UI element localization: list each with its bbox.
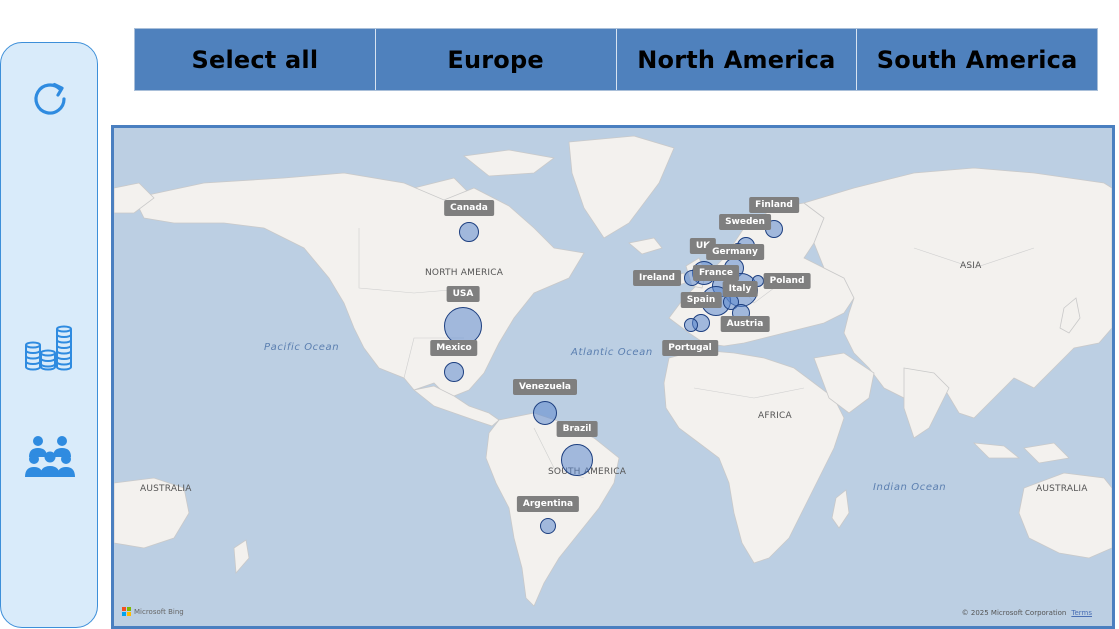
ocean-label-atlantic: Atlantic Ocean: [571, 347, 653, 358]
region-label-asia: ASIA: [960, 261, 982, 271]
tag-venezuela: Venezuela: [513, 379, 577, 395]
tag-italy: Italy: [722, 281, 758, 297]
tag-austria: Austria: [720, 316, 770, 332]
bubble-canada[interactable]: [459, 222, 479, 242]
map-copyright: © 2025 Microsoft Corporation Terms: [962, 609, 1092, 617]
slicer-south-america[interactable]: South America: [857, 29, 1097, 90]
tag-brazil: Brazil: [556, 421, 598, 437]
ocean-label-pacific: Pacific Ocean: [264, 342, 340, 353]
sidebar-panel: [0, 42, 98, 628]
people-group-icon[interactable]: [1, 433, 99, 481]
tag-germany: Germany: [706, 244, 764, 260]
bubble-brazil[interactable]: [561, 444, 593, 476]
region-label-africa: AFRICA: [758, 411, 792, 421]
tag-france: France: [693, 265, 739, 281]
tag-canada: Canada: [444, 200, 494, 216]
slicer-europe[interactable]: Europe: [375, 29, 617, 90]
map-visual[interactable]: NORTH AMERICA SOUTH AMERICA AFRICA ASIA …: [111, 125, 1115, 629]
slicer-north-america[interactable]: North America: [616, 29, 858, 90]
tag-sweden: Sweden: [719, 214, 771, 230]
refresh-icon[interactable]: [1, 75, 99, 123]
bing-attribution: Microsoft Bing: [122, 607, 184, 616]
region-label-australia-left: AUSTRALIA: [140, 484, 192, 494]
tag-portugal: Portugal: [662, 340, 718, 356]
bubble-mexico[interactable]: [444, 362, 464, 382]
microsoft-logo-icon: [122, 607, 131, 616]
tag-argentina: Argentina: [516, 496, 580, 512]
tag-usa: USA: [446, 286, 480, 302]
tag-finland: Finland: [749, 197, 799, 213]
bubble-portugal-2[interactable]: [684, 318, 698, 332]
region-label-australia-right: AUSTRALIA: [1036, 484, 1088, 494]
tag-ireland: Ireland: [633, 270, 681, 286]
slicer-select-all[interactable]: Select all: [135, 29, 376, 90]
bubble-venezuela[interactable]: [533, 401, 557, 425]
bubble-argentina[interactable]: [540, 518, 556, 534]
copyright-text: © 2025 Microsoft Corporation: [961, 609, 1067, 617]
bing-label: Microsoft Bing: [134, 607, 184, 616]
tag-poland: Poland: [763, 273, 811, 289]
tag-mexico: Mexico: [430, 340, 478, 356]
world-map-base: [114, 135, 1112, 607]
region-label-north-america: NORTH AMERICA: [425, 268, 504, 278]
region-slicer: Select all Europe North America South Am…: [134, 28, 1098, 91]
tag-spain: Spain: [680, 292, 722, 308]
terms-link[interactable]: Terms: [1071, 609, 1092, 617]
coins-stack-icon[interactable]: [1, 323, 99, 373]
ocean-label-indian: Indian Ocean: [873, 482, 947, 493]
